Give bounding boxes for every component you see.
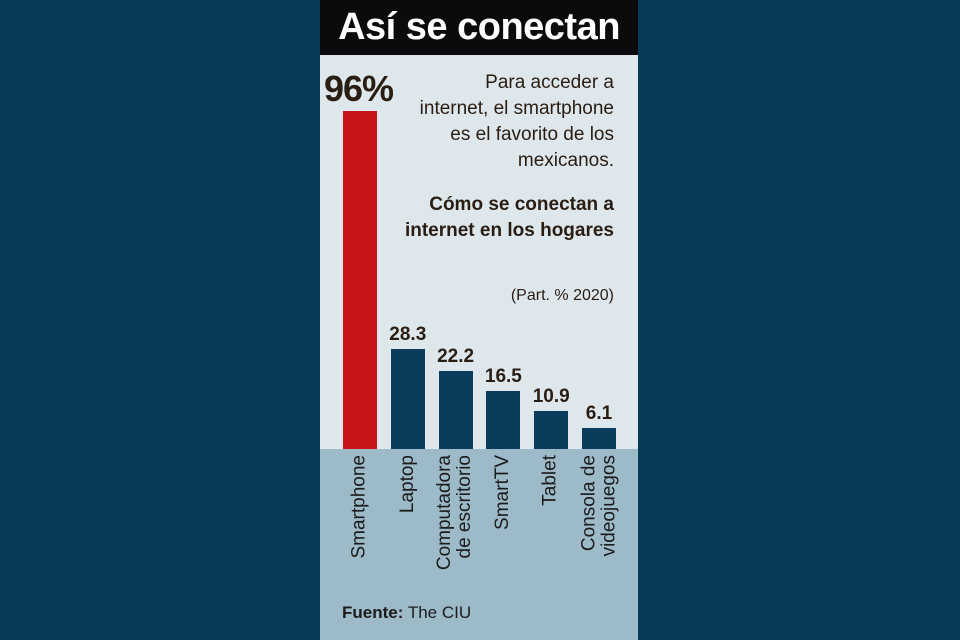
value-label: 16.5	[484, 365, 522, 387]
value-label: 6.1	[585, 402, 613, 424]
category-label-area	[320, 449, 638, 640]
value-label: 22.2	[437, 345, 475, 367]
chart-subtitle: Cómo se conectan a internet en los hogar…	[404, 194, 614, 241]
infographic-panel: Así se conectan 96% Para acceder a inter…	[320, 0, 638, 640]
bar	[486, 390, 521, 449]
bar	[390, 349, 425, 449]
bar	[534, 410, 569, 449]
source-value: The CIU	[407, 603, 472, 622]
highlight-value: 96%	[324, 68, 394, 109]
chart-title: Así se conectan	[320, 0, 638, 55]
bar	[582, 427, 616, 449]
bar	[343, 111, 377, 449]
intro-text: Para acceder a internet, el smartphone e…	[419, 72, 614, 171]
source-note: Fuente: The CIU	[342, 603, 471, 623]
value-label: 10.9	[532, 385, 570, 407]
value-label: 28.3	[389, 324, 427, 346]
source-label: Fuente:	[342, 603, 404, 622]
unit-label: (Part. % 2020)	[510, 287, 614, 304]
bar	[438, 370, 473, 449]
